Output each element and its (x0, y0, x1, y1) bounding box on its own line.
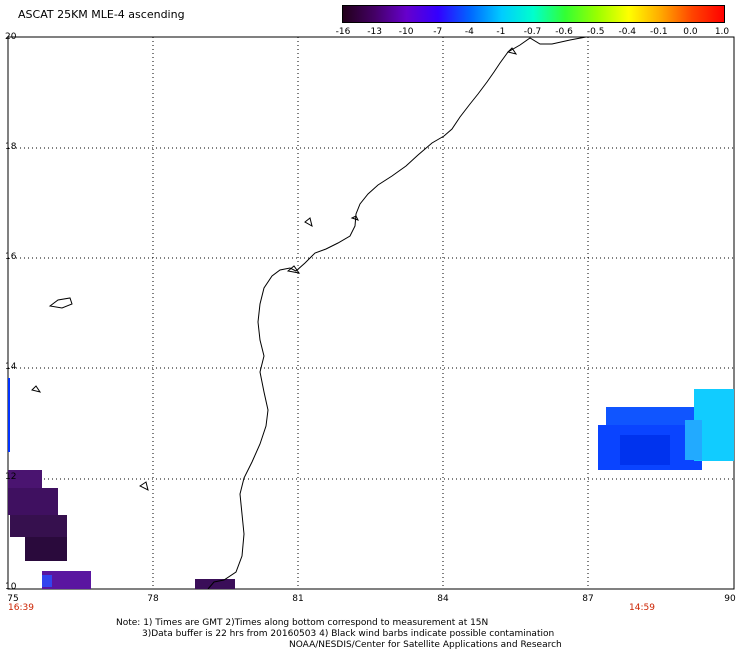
lat-label: 14 (5, 362, 17, 372)
coastline (31, 36, 587, 590)
lat-label: 10 (5, 582, 17, 592)
colorbar-label: -0.4 (618, 27, 637, 37)
colorbar-label: -7 (433, 27, 443, 37)
colorbar (342, 5, 725, 23)
colorbar-label: -0.7 (523, 27, 542, 37)
time-right: 14:59 (629, 603, 655, 613)
lon-label: 75 (7, 594, 19, 604)
lat-label: 16 (5, 252, 17, 262)
lon-label: 84 (437, 594, 449, 604)
time-left: 16:39 (8, 603, 34, 613)
grid-lines (8, 37, 734, 589)
colorbar-label: -0.6 (555, 27, 573, 37)
swath-bottom (195, 579, 235, 589)
note-line-3: NOAA/NESDIS/Center for Satellite Applica… (289, 640, 562, 650)
swath-left (8, 378, 91, 589)
note-line-2: 3)Data buffer is 22 hrs from 20160503 4)… (142, 629, 555, 639)
lon-label: 87 (582, 594, 594, 604)
map-title: ASCAT 25KM MLE-4 ascending (18, 8, 185, 21)
colorbar-label: -1 (496, 27, 506, 37)
lon-label: 81 (292, 594, 304, 604)
lat-label: 12 (5, 472, 17, 482)
colorbar-label: -4 (464, 27, 474, 37)
colorbar-label: -0.1 (650, 27, 668, 37)
lat-label: 20 (5, 32, 17, 42)
colorbar-gradient (343, 6, 724, 22)
colorbar-label: 1.0 (714, 27, 730, 37)
colorbar-label: 0.0 (683, 27, 698, 37)
colorbar-label: -13 (367, 27, 382, 37)
note-line-1: Note: 1) Times are GMT 2)Times along bot… (116, 618, 489, 628)
plot-frame (7, 36, 735, 590)
lat-label: 18 (5, 142, 17, 152)
colorbar-label: -10 (398, 27, 414, 37)
swath-right (598, 389, 734, 470)
colorbar-label: -0.5 (586, 27, 605, 37)
lon-label: 78 (147, 594, 159, 604)
lon-label: 90 (724, 594, 736, 604)
colorbar-label: -16 (335, 27, 351, 37)
